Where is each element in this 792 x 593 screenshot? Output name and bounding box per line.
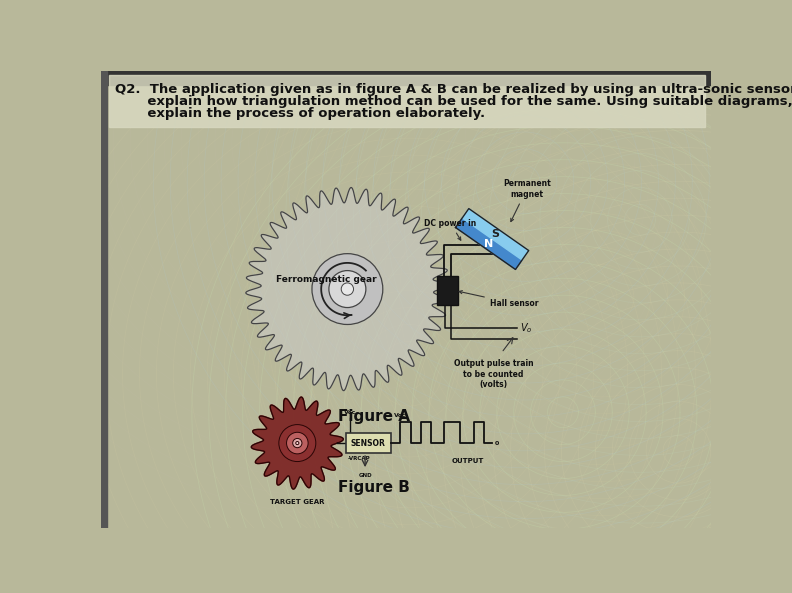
Text: Q2.  The application given as in figure A & B can be realized by using an ultra-: Q2. The application given as in figure A…	[115, 82, 792, 95]
Text: SENSOR: SENSOR	[351, 439, 386, 448]
Text: TARGET GEAR: TARGET GEAR	[270, 499, 325, 505]
Text: $V_o$: $V_o$	[520, 321, 532, 335]
Circle shape	[293, 438, 302, 448]
Text: N: N	[484, 239, 493, 248]
Polygon shape	[455, 218, 522, 269]
Text: Figure B: Figure B	[338, 480, 410, 495]
Text: OUTPUT: OUTPUT	[451, 458, 484, 464]
Bar	[109, 75, 706, 127]
Text: Permanent
magnet: Permanent magnet	[503, 179, 550, 222]
Bar	[346, 433, 390, 453]
Circle shape	[329, 270, 366, 308]
Text: Vcc: Vcc	[344, 410, 356, 415]
Text: Ferromagnetic gear: Ferromagnetic gear	[276, 275, 376, 284]
Text: Vcc: Vcc	[394, 413, 407, 417]
Bar	[436, 276, 459, 305]
Circle shape	[312, 254, 383, 324]
Text: Hall sensor: Hall sensor	[459, 291, 539, 308]
Polygon shape	[463, 209, 529, 260]
Circle shape	[341, 283, 353, 295]
Text: Output pulse train
to be counted
(volts): Output pulse train to be counted (volts)	[454, 359, 534, 389]
Circle shape	[287, 432, 308, 454]
Polygon shape	[251, 397, 344, 489]
Bar	[101, 71, 107, 528]
Circle shape	[295, 442, 299, 445]
Text: DC power in: DC power in	[425, 219, 477, 240]
Bar	[101, 71, 711, 85]
Text: 0: 0	[494, 441, 499, 445]
Text: S: S	[492, 229, 500, 240]
Text: GND: GND	[358, 473, 372, 478]
Polygon shape	[246, 187, 449, 391]
Text: explain how triangulation method can be used for the same. Using suitable diagra: explain how triangulation method can be …	[115, 95, 792, 108]
Text: -VRCAP: -VRCAP	[348, 456, 370, 461]
Circle shape	[279, 425, 316, 461]
Text: Figure A: Figure A	[338, 409, 410, 423]
Text: explain the process of operation elaborately.: explain the process of operation elabora…	[115, 107, 485, 120]
